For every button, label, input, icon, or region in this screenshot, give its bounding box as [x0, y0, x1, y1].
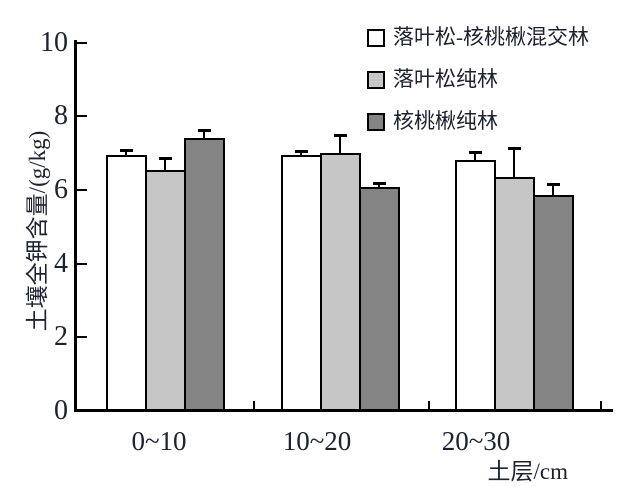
x-category-label: 20~30 [441, 426, 511, 456]
legend-item-walnut-forest: 核桃楸纯林 [367, 110, 589, 133]
y-tick-label: 4 [54, 247, 68, 279]
error-bar-cap [373, 182, 386, 185]
y-tick-label: 6 [54, 173, 68, 205]
y-tick-mark [77, 336, 87, 339]
legend-item-larch-forest: 落叶松纯林 [367, 68, 589, 91]
bar-0~10-series2 [184, 138, 225, 412]
error-bar-cap [547, 183, 560, 186]
y-tick-mark [77, 188, 87, 191]
bar-20~30-series1 [494, 177, 535, 412]
bar-10~20-series1 [320, 153, 361, 412]
x-tick-mark [600, 401, 602, 409]
y-tick-label: 0 [54, 395, 68, 426]
y-axis-line [74, 40, 77, 412]
error-bar-cap [508, 147, 521, 150]
legend-label: 落叶松纯林 [393, 67, 498, 91]
error-bar-cap [120, 149, 133, 152]
y-axis-title: 土壤全钾含量/(g/kg) [25, 130, 50, 332]
error-bar-line [552, 185, 554, 195]
legend-swatch-icon [367, 112, 385, 131]
y-tick-mark [77, 41, 87, 44]
y-tick-mark [77, 410, 87, 412]
error-bar-cap [295, 150, 308, 153]
bar-20~30-series0 [455, 160, 496, 412]
bar-0~10-series1 [145, 170, 186, 412]
x-category-label: 0~10 [131, 426, 187, 456]
y-tick-label: 8 [54, 100, 68, 132]
y-tick-mark [77, 262, 87, 265]
error-bar-line [378, 184, 380, 187]
error-bar-cap [198, 129, 211, 132]
bar-10~20-series0 [281, 155, 322, 412]
legend-label: 核桃楸纯林 [393, 109, 498, 133]
error-bar-cap [159, 157, 172, 160]
error-bar-line [513, 149, 515, 177]
error-bar-line [125, 151, 127, 155]
y-tick-mark [77, 115, 87, 118]
legend-label: 落叶松-核桃楸混交林 [393, 25, 589, 49]
y-tick-label: 2 [54, 321, 68, 353]
error-bar-cap [334, 134, 347, 137]
error-bar-line [474, 153, 476, 160]
legend: 落叶松-核桃楸混交林 落叶松纯林 核桃楸纯林 [367, 26, 589, 152]
error-bar-line [164, 159, 166, 170]
bar-0~10-series0 [106, 155, 147, 412]
x-axis-line [74, 409, 613, 412]
error-bar-line [339, 136, 341, 153]
y-tick-label: 10 [40, 26, 68, 58]
legend-swatch-icon [367, 28, 385, 47]
legend-item-mixed-forest: 落叶松-核桃楸混交林 [367, 26, 589, 49]
bar-10~20-series2 [359, 187, 400, 412]
x-axis-title: 土层/cm [487, 459, 569, 484]
error-bar-line [203, 131, 205, 138]
error-bar-cap [469, 151, 482, 154]
bar-20~30-series2 [533, 195, 574, 412]
legend-swatch-icon [367, 70, 385, 89]
x-tick-mark [253, 401, 255, 409]
x-tick-mark [428, 401, 430, 409]
x-category-label: 10~20 [282, 426, 352, 456]
error-bar-line [300, 152, 302, 155]
